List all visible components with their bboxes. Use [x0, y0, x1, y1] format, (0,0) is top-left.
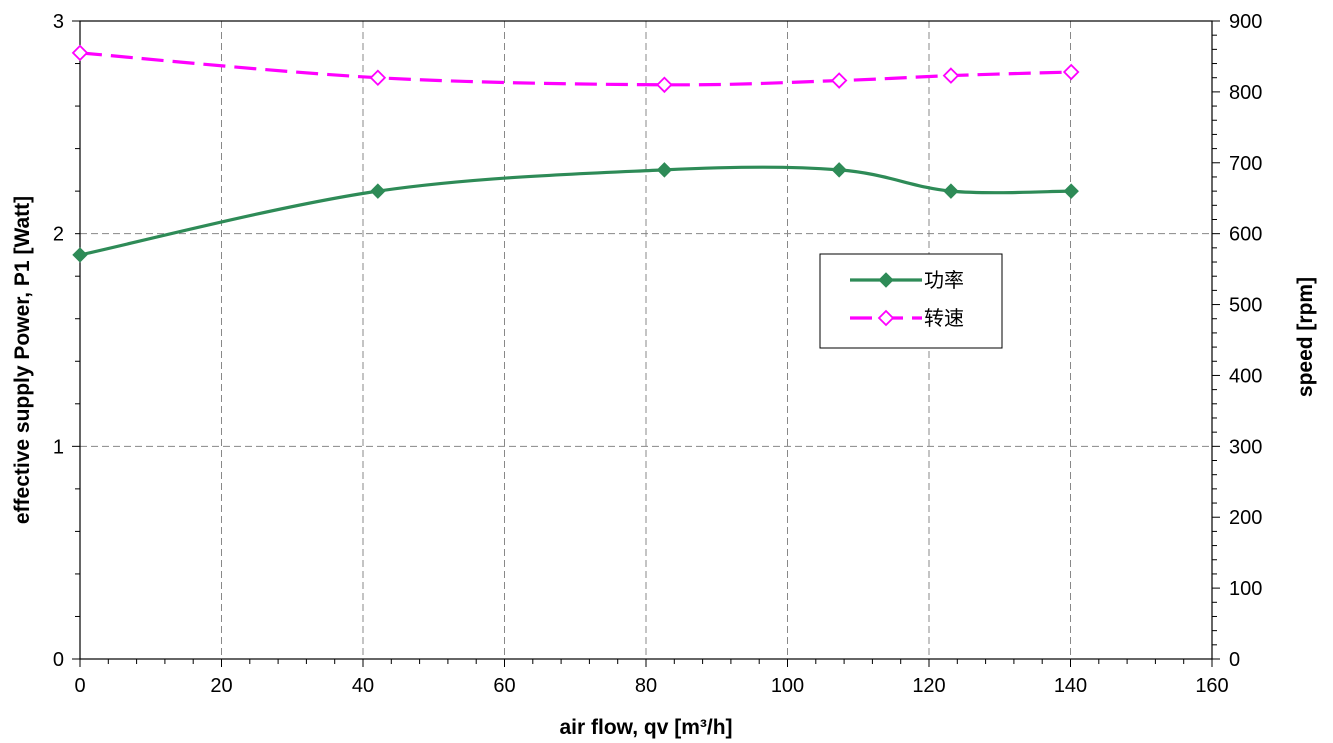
data-point-speed — [71, 44, 89, 62]
y-tick-label: 0 — [53, 649, 64, 671]
data-point-power — [831, 162, 847, 178]
data-point-speed — [830, 72, 848, 89]
data-point-power — [370, 183, 386, 199]
y-axis-title: effective supply Power, P1 [Watt] — [11, 196, 34, 524]
y-tick-label: 3 — [53, 11, 64, 33]
x-tick-label: 140 — [1054, 675, 1087, 697]
data-point-speed — [942, 67, 960, 84]
y2-axis-title: speed [rpm] — [1294, 277, 1317, 397]
x-tick-label: 80 — [635, 675, 657, 697]
y2-tick-label: 800 — [1229, 82, 1262, 104]
y2-tick-label: 500 — [1229, 295, 1262, 317]
y-tick-label: 1 — [53, 436, 64, 458]
x-tick-label: 20 — [210, 675, 232, 697]
x-tick-label: 40 — [352, 675, 374, 697]
series-line-power — [79, 165, 1072, 257]
y2-tick-label: 100 — [1229, 578, 1262, 600]
series-layer — [71, 44, 1080, 263]
data-point-speed — [656, 76, 673, 94]
x-tick-label: 160 — [1195, 675, 1228, 697]
legend-label-power: 功率 — [924, 268, 964, 292]
y-tick-label: 2 — [53, 224, 64, 246]
data-point-power — [1063, 183, 1079, 199]
y2-tick-label: 600 — [1229, 224, 1262, 246]
legend-box — [819, 253, 1003, 349]
legend-marker-power — [878, 272, 894, 288]
legend-item-power: 功率 — [850, 268, 964, 292]
legend: 功率 转速 — [819, 253, 1003, 349]
y2-tick-label: 200 — [1229, 507, 1262, 529]
legend-item-speed: 转速 — [850, 306, 964, 330]
data-point-power — [72, 247, 88, 263]
legend-label-speed: 转速 — [924, 306, 964, 330]
y2-tick-label: 400 — [1229, 365, 1262, 387]
y2-tick-label: 900 — [1229, 11, 1262, 33]
axes — [72, 20, 1220, 667]
data-point-power — [943, 183, 959, 199]
x-tick-label: 60 — [493, 675, 515, 697]
data-point-speed — [1062, 63, 1080, 81]
x-tick-label: 120 — [912, 675, 945, 697]
data-point-power — [656, 162, 673, 178]
x-axis-title: air flow, qv [m³/h] — [559, 716, 732, 739]
x-tick-label: 100 — [771, 675, 804, 697]
y2-tick-label: 300 — [1229, 436, 1262, 458]
y2-tick-label: 0 — [1229, 649, 1240, 671]
y2-tick-label: 700 — [1229, 153, 1262, 175]
grid — [80, 21, 1212, 659]
x-tick-label: 0 — [74, 675, 85, 697]
series-line-speed — [79, 51, 1072, 87]
tick-labels: 0 20 40 60 80 100 120 140 1600123010020030040050… — [53, 11, 1263, 697]
data-point-speed — [369, 69, 387, 86]
legend-marker-speed — [877, 309, 895, 327]
